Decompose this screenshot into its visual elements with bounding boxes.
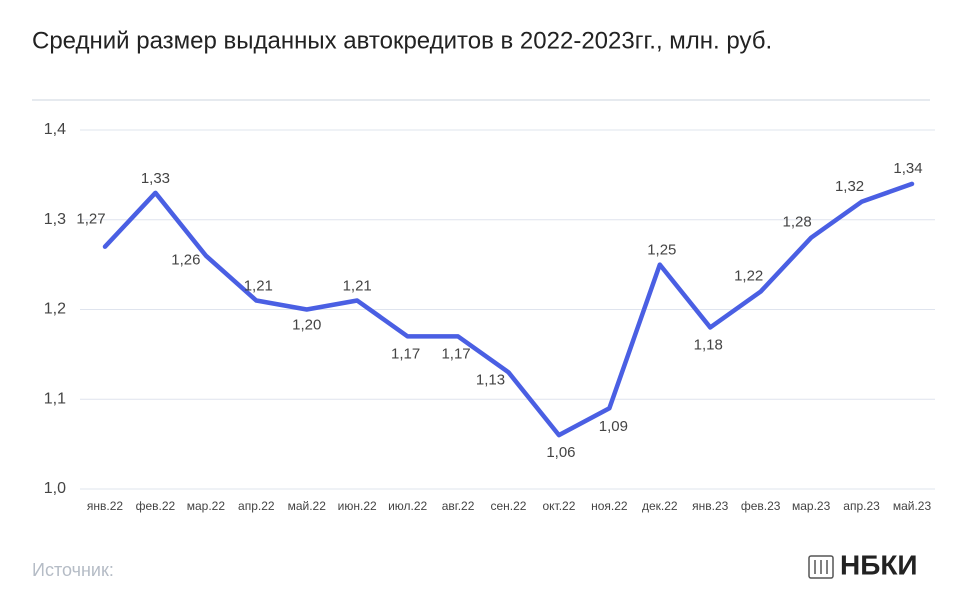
x-tick-label: апр.22 <box>238 499 275 513</box>
x-tick-label: авг.22 <box>442 499 475 513</box>
y-tick-label: 1,1 <box>44 390 66 407</box>
data-label: 1,20 <box>292 316 321 333</box>
data-label: 1,21 <box>244 277 273 294</box>
x-tick-label: янв.23 <box>692 499 729 513</box>
data-label: 1,26 <box>171 252 200 269</box>
chart-title: Средний размер выданных автокредитов в 2… <box>32 27 772 54</box>
data-label: 1,06 <box>546 444 575 461</box>
data-label: 1,17 <box>391 345 420 362</box>
data-label: 1,22 <box>734 268 763 285</box>
data-label: 1,28 <box>783 214 812 231</box>
x-tick-label: янв.22 <box>87 499 124 513</box>
data-label: 1,09 <box>599 418 628 435</box>
x-tick-label: мар.23 <box>792 499 831 513</box>
data-label: 1,33 <box>141 170 170 187</box>
x-tick-label: дек.22 <box>642 499 678 513</box>
x-tick-label: сен.22 <box>491 499 527 513</box>
data-label: 1,27 <box>76 211 105 228</box>
x-tick-label: май.23 <box>893 499 932 513</box>
x-tick-label: апр.23 <box>843 499 880 513</box>
data-label: 1,18 <box>694 336 723 353</box>
data-label: 1,32 <box>835 178 864 195</box>
x-tick-label: ноя.22 <box>591 499 628 513</box>
y-tick-label: 1,2 <box>44 301 66 318</box>
logo-icon <box>808 555 834 579</box>
y-tick-label: 1,0 <box>44 480 66 497</box>
x-tick-label: июн.22 <box>338 499 377 513</box>
data-label: 1,21 <box>343 277 372 294</box>
x-tick-label: фев.22 <box>136 499 176 513</box>
x-tick-label: окт.22 <box>542 499 575 513</box>
x-tick-label: май.22 <box>288 499 327 513</box>
x-tick-label: фев.23 <box>741 499 781 513</box>
data-label: 1,34 <box>893 160 922 177</box>
data-label: 1,25 <box>647 242 676 259</box>
data-label: 1,17 <box>441 345 470 362</box>
line <box>102 181 915 438</box>
y-tick-label: 1,3 <box>44 211 66 228</box>
y-tick-label: 1,4 <box>44 121 66 138</box>
logo: НБКИ <box>840 549 918 580</box>
data-label: 1,13 <box>476 371 505 388</box>
source-label: Источник: <box>32 560 114 580</box>
x-tick-label: июл.22 <box>388 499 427 513</box>
x-tick-label: мар.22 <box>187 499 226 513</box>
